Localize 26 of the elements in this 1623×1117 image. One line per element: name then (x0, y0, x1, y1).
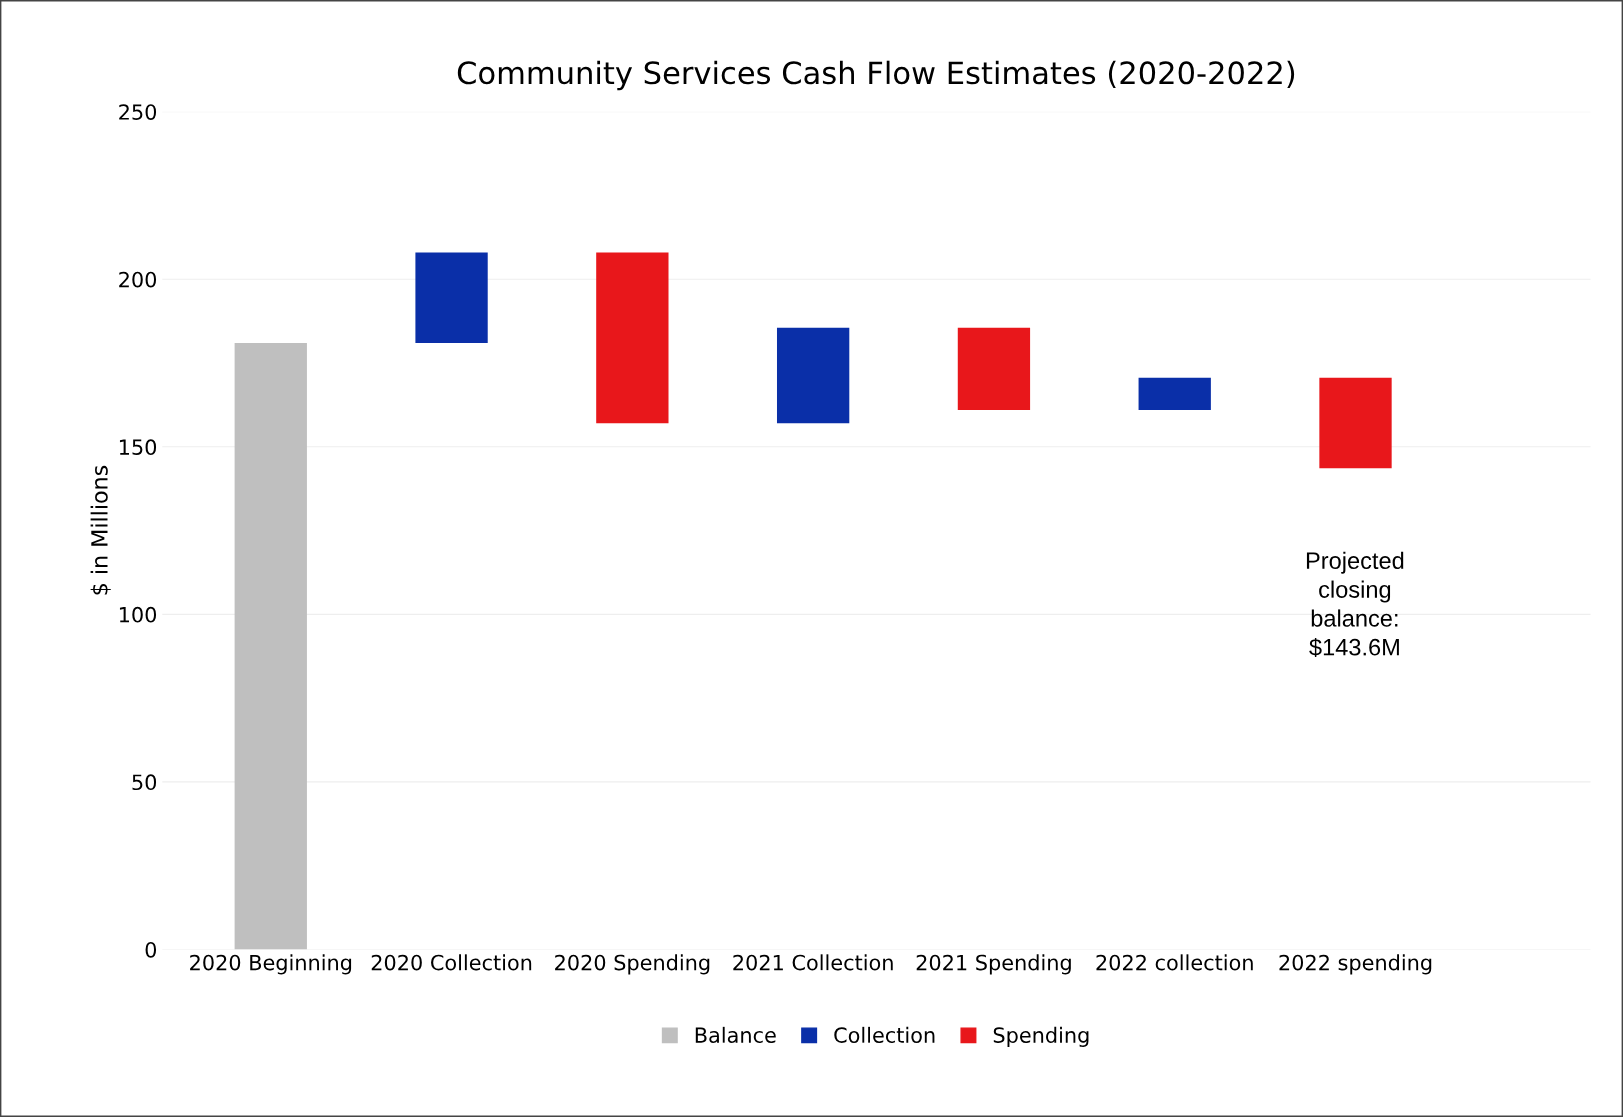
bar (776, 327, 850, 424)
y-axis-title: $ in Millions (90, 465, 111, 595)
y-tick-label: 200 (119, 271, 157, 288)
x-tick-label: 2021 Collection (733, 954, 893, 971)
x-tick-label: 2020 Beginning (190, 954, 352, 975)
y-tick-label: 50 (132, 774, 157, 791)
x-tick-label: 2022 spending (1279, 954, 1432, 975)
annotation: Projected closing balance: $143.6M (1306, 551, 1404, 657)
y-tick-label: 0 (145, 941, 157, 958)
y-tick-label: 100 (119, 606, 157, 623)
y-tick-label: 250 (119, 104, 157, 120)
bar (415, 252, 488, 343)
legend-label: Spending (993, 1026, 1089, 1048)
bar (596, 252, 669, 424)
bar (1319, 377, 1392, 469)
bar (234, 342, 307, 950)
legend-label: Collection (834, 1026, 935, 1043)
bar (957, 327, 1031, 410)
y-tick-label: 150 (119, 439, 157, 456)
legend-label: Balance (695, 1026, 776, 1043)
x-tick-label: 2021 Spending (916, 954, 1071, 975)
chart-title: Community Services Cash Flow Estimates (2020-2022) (457, 60, 1295, 91)
bar (1138, 377, 1211, 410)
x-tick-label: 2020 Spending (555, 954, 710, 975)
x-tick-label: 2020 Collection (371, 954, 532, 971)
x-tick-label: 2022 collection (1096, 954, 1253, 971)
